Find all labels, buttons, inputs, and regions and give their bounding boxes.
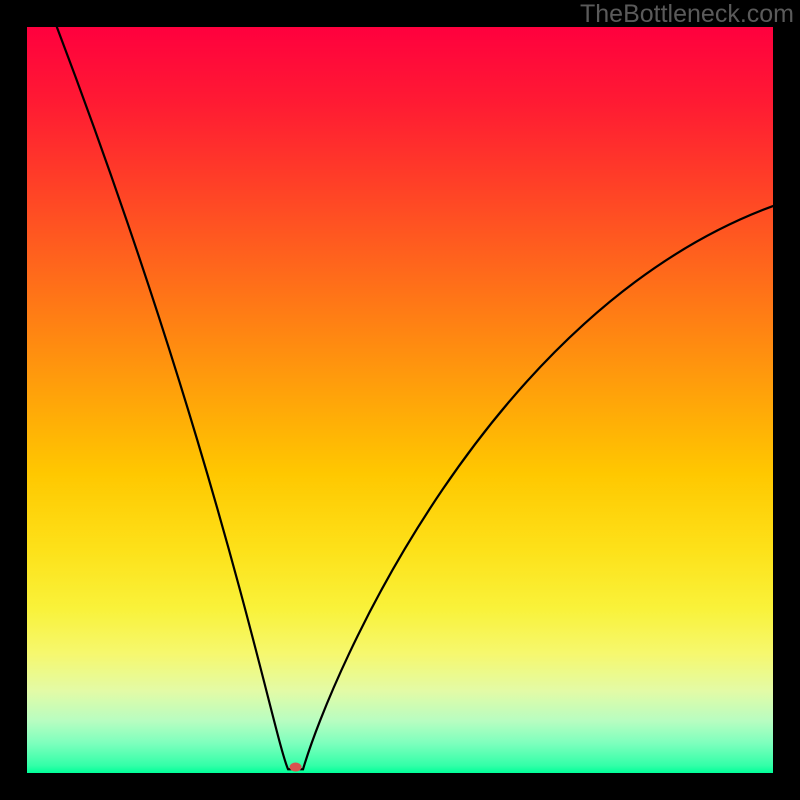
chart-frame: TheBottleneck.com: [0, 0, 800, 800]
plot-area: [27, 27, 773, 773]
watermark-text: TheBottleneck.com: [580, 0, 794, 29]
